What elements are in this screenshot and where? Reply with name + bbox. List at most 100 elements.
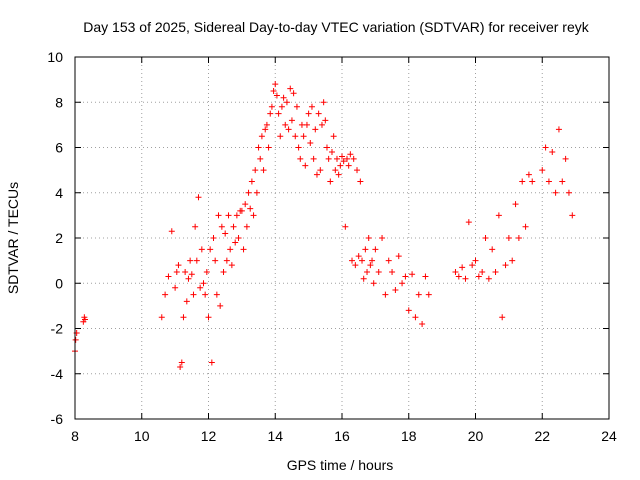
data-point [402, 273, 409, 280]
data-point [349, 257, 356, 264]
data-point [225, 212, 232, 219]
data-point [555, 126, 562, 133]
data-point [218, 223, 225, 230]
data-point [475, 273, 482, 280]
data-point [250, 212, 257, 219]
data-point [522, 223, 529, 230]
x-tick-label: 18 [401, 428, 417, 444]
data-point [515, 235, 522, 241]
data-point [412, 314, 419, 321]
data-point [359, 257, 366, 264]
data-point [303, 121, 310, 128]
data-point [190, 291, 197, 298]
data-point [308, 103, 315, 110]
data-points [72, 81, 576, 370]
data-point [287, 85, 294, 92]
data-point [235, 235, 242, 241]
data-point [370, 280, 377, 287]
x-tick-label: 16 [334, 428, 350, 444]
data-point [364, 268, 371, 275]
data-point [312, 126, 319, 133]
data-point [529, 178, 536, 185]
x-tick-labels: 8 10 12 14 16 18 20 22 24 [71, 428, 617, 444]
x-tick-label: 20 [468, 428, 484, 444]
data-point [272, 81, 279, 88]
data-point [213, 291, 220, 298]
data-point [245, 189, 252, 196]
data-point [320, 99, 327, 106]
data-point [275, 110, 282, 117]
data-point [210, 235, 217, 241]
data-point [332, 167, 339, 174]
data-point [268, 103, 275, 110]
data-point [285, 126, 292, 133]
y-tick-label: -6 [51, 411, 64, 427]
data-point [300, 133, 307, 140]
x-tick-label: 12 [201, 428, 217, 444]
data-point [569, 212, 576, 219]
y-tick-label: 2 [55, 230, 63, 246]
data-point [472, 257, 479, 264]
data-point [168, 228, 175, 235]
data-point [419, 320, 426, 327]
x-axis-label: GPS time / hours [287, 457, 394, 473]
data-point [509, 257, 516, 264]
data-point [499, 314, 506, 321]
data-point [355, 253, 362, 260]
data-point [395, 253, 402, 260]
data-point [265, 144, 272, 151]
data-point [372, 246, 379, 253]
data-point [330, 133, 337, 140]
data-point [282, 121, 289, 128]
data-point [462, 275, 469, 282]
data-point [327, 178, 334, 185]
data-point [183, 298, 190, 305]
data-point [158, 314, 165, 321]
data-point [313, 171, 320, 178]
data-point [525, 171, 532, 178]
data-point [240, 246, 247, 253]
y-tick-label: 0 [55, 275, 63, 291]
data-point [352, 262, 359, 269]
data-point [389, 268, 396, 275]
data-point [215, 212, 222, 219]
y-tick-label: 6 [55, 140, 63, 156]
data-point [502, 262, 509, 269]
data-point [323, 144, 330, 151]
data-point [545, 178, 552, 185]
data-point [339, 153, 345, 160]
x-tick-label: 22 [534, 428, 550, 444]
data-point [185, 275, 192, 282]
data-point [489, 246, 496, 253]
data-point [492, 268, 499, 275]
data-point [178, 359, 185, 366]
data-point [195, 194, 202, 201]
data-point [258, 133, 265, 140]
y-tick-labels: -6 -4 -2 0 2 4 6 8 10 [47, 49, 63, 427]
data-point [469, 262, 476, 269]
y-tick-label: 4 [55, 185, 63, 201]
data-point [559, 178, 566, 185]
data-point [198, 246, 205, 253]
data-point [177, 363, 184, 370]
data-point [180, 314, 187, 321]
data-point [485, 275, 492, 282]
x-tick-label: 14 [267, 428, 283, 444]
data-point [270, 87, 277, 94]
data-point [255, 144, 262, 151]
data-point [365, 235, 372, 241]
data-point [465, 219, 472, 226]
data-point [347, 151, 354, 158]
data-point [302, 162, 309, 169]
data-point [562, 155, 569, 162]
data-point [345, 162, 352, 169]
data-point [328, 149, 335, 156]
data-point [228, 262, 235, 269]
x-tick-label: 10 [134, 428, 150, 444]
data-point [267, 110, 274, 117]
data-point [162, 291, 169, 298]
data-point [182, 268, 189, 275]
data-point [422, 273, 429, 280]
data-point [253, 189, 260, 196]
data-point [382, 291, 389, 298]
